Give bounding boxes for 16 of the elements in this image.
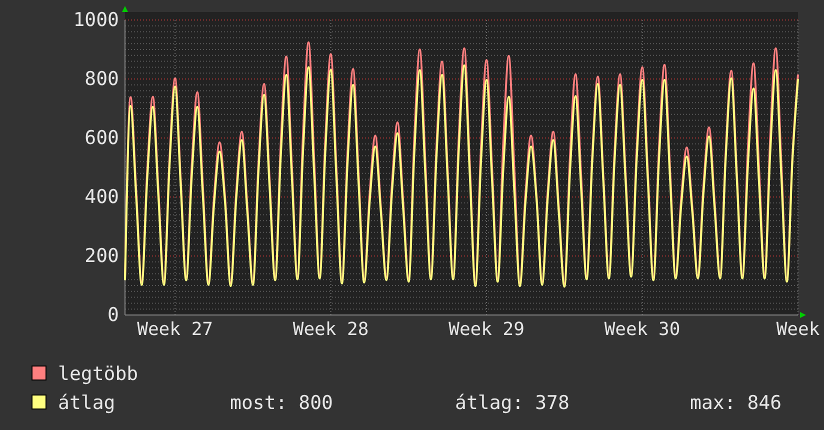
x-tick-label: Week — [776, 318, 820, 340]
y-tick-label: 1000 — [73, 9, 119, 32]
y-tick-label: 600 — [84, 127, 119, 150]
x-tick-label: Week 30 — [604, 318, 680, 340]
x-tick-label: Week 29 — [448, 318, 524, 340]
x-tick-label: Week 27 — [137, 318, 213, 340]
text: max: 846 — [690, 392, 782, 414]
legend-label: legtöbb — [58, 363, 138, 385]
y-tick-label: 0 — [108, 304, 119, 326]
y-tick-label: 400 — [84, 186, 119, 208]
x-tick-label: Week 28 — [292, 318, 369, 340]
legend-label: átlag — [58, 392, 116, 414]
text: átlag: 378 — [455, 392, 570, 414]
y-tick-label: 200 — [84, 245, 119, 268]
y-tick-label: 800 — [84, 68, 119, 90]
text: most: 800 — [230, 392, 333, 414]
